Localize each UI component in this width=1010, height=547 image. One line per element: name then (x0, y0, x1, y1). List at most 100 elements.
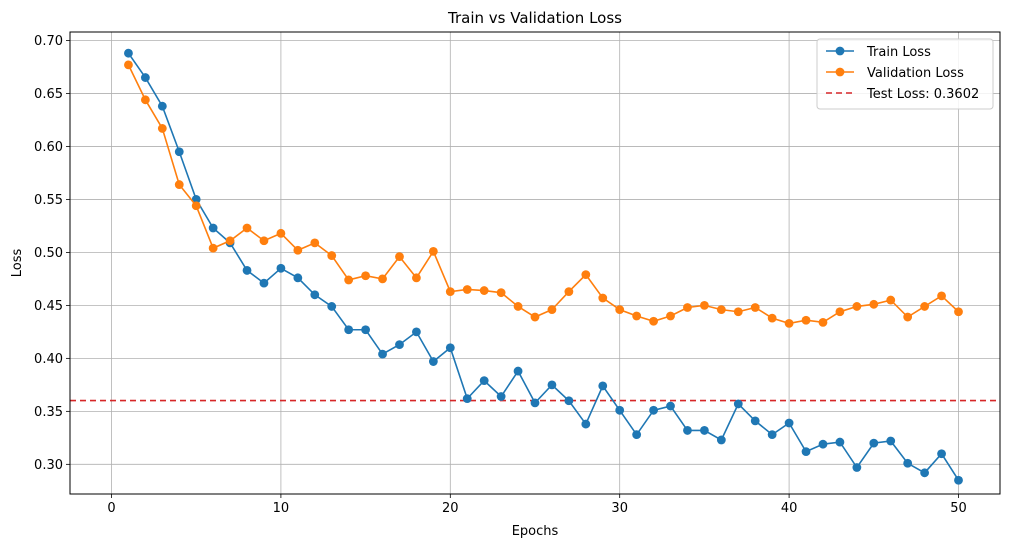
grid-lines (70, 32, 1000, 494)
data-point (445, 343, 455, 353)
data-point (412, 327, 421, 337)
data-point (140, 95, 150, 105)
x-axis-label: Epochs (512, 524, 559, 539)
data-point (750, 303, 760, 312)
data-point (191, 195, 201, 204)
data-series (124, 48, 963, 485)
data-point (903, 458, 913, 468)
data-point (615, 305, 625, 315)
data-point (954, 307, 963, 317)
data-point (395, 340, 404, 349)
data-point (649, 405, 658, 415)
data-point (649, 316, 658, 326)
legend-train-loss-label: Train Loss (866, 45, 931, 60)
data-point (259, 236, 269, 246)
data-point (242, 266, 252, 275)
y-tick-label: 0.35 (34, 405, 63, 420)
chart-title: Train vs Validation Loss (447, 9, 622, 27)
x-tick-label: 0 (107, 501, 115, 516)
data-point (581, 419, 591, 429)
data-point (767, 313, 777, 323)
x-tick-label: 40 (781, 501, 798, 516)
data-point (716, 435, 726, 445)
data-point (598, 293, 608, 303)
data-point (954, 475, 963, 485)
y-tick-label: 0.55 (34, 193, 63, 208)
data-point (530, 398, 540, 408)
data-point (666, 311, 675, 321)
data-point (242, 223, 252, 233)
data-point (479, 286, 489, 295)
data-point (310, 290, 320, 300)
data-point (733, 399, 743, 409)
legend-validation-loss-marker (835, 67, 845, 77)
data-point (428, 246, 438, 256)
data-point (632, 311, 642, 321)
data-point (513, 302, 523, 311)
data-point (208, 243, 218, 253)
data-point (886, 295, 896, 305)
data-point (699, 426, 709, 435)
data-point (428, 357, 438, 366)
legend-test-loss-label: Test Loss: 0.3602 (866, 87, 979, 102)
data-point (361, 325, 371, 335)
data-point (378, 274, 387, 284)
data-point (801, 447, 811, 457)
data-point (496, 392, 506, 401)
data-point (615, 405, 625, 415)
data-point (683, 426, 692, 435)
legend-train-loss-marker (835, 46, 845, 56)
data-point (835, 437, 845, 447)
data-point (818, 317, 828, 327)
y-tick-label: 0.70 (34, 34, 63, 49)
x-axis-ticks: 0 10 20 30 40 50 (107, 494, 967, 516)
data-point (666, 401, 675, 411)
data-point (157, 124, 167, 133)
data-point (920, 302, 930, 311)
data-point (699, 300, 709, 310)
y-tick-label: 0.30 (34, 458, 63, 473)
data-point (276, 228, 286, 238)
data-point (632, 430, 642, 440)
data-point (479, 376, 489, 386)
y-axis-label: Loss (10, 249, 25, 278)
data-point (716, 305, 726, 315)
data-point (174, 180, 184, 189)
data-point (818, 439, 828, 449)
data-point (869, 438, 879, 448)
series-validation-loss (124, 60, 963, 328)
data-point (547, 380, 557, 390)
data-point (513, 366, 523, 376)
data-point (835, 307, 845, 317)
data-point (852, 302, 862, 311)
plot-frame (69, 31, 1001, 495)
data-point (937, 449, 946, 459)
data-point (259, 278, 269, 288)
data-point (327, 302, 337, 311)
data-point (886, 436, 896, 446)
data-point (564, 396, 574, 406)
data-point (208, 223, 218, 233)
data-point (903, 312, 913, 322)
data-point (852, 463, 862, 472)
x-tick-label: 30 (611, 501, 628, 516)
x-tick-label: 10 (273, 501, 290, 516)
series-train-loss (124, 48, 963, 485)
data-point (361, 271, 371, 281)
legend-validation-loss-label: Validation Loss (867, 66, 964, 81)
data-point (293, 245, 303, 255)
data-point (767, 430, 777, 440)
data-point (937, 291, 946, 301)
data-point (124, 48, 133, 58)
data-point (174, 147, 184, 157)
data-point (191, 201, 201, 211)
data-point (869, 299, 879, 309)
data-point (344, 325, 354, 335)
y-tick-label: 0.45 (34, 299, 63, 314)
data-point (530, 312, 540, 322)
data-point (547, 305, 557, 315)
data-point (581, 270, 591, 280)
data-point (462, 394, 472, 404)
data-point (157, 101, 167, 111)
